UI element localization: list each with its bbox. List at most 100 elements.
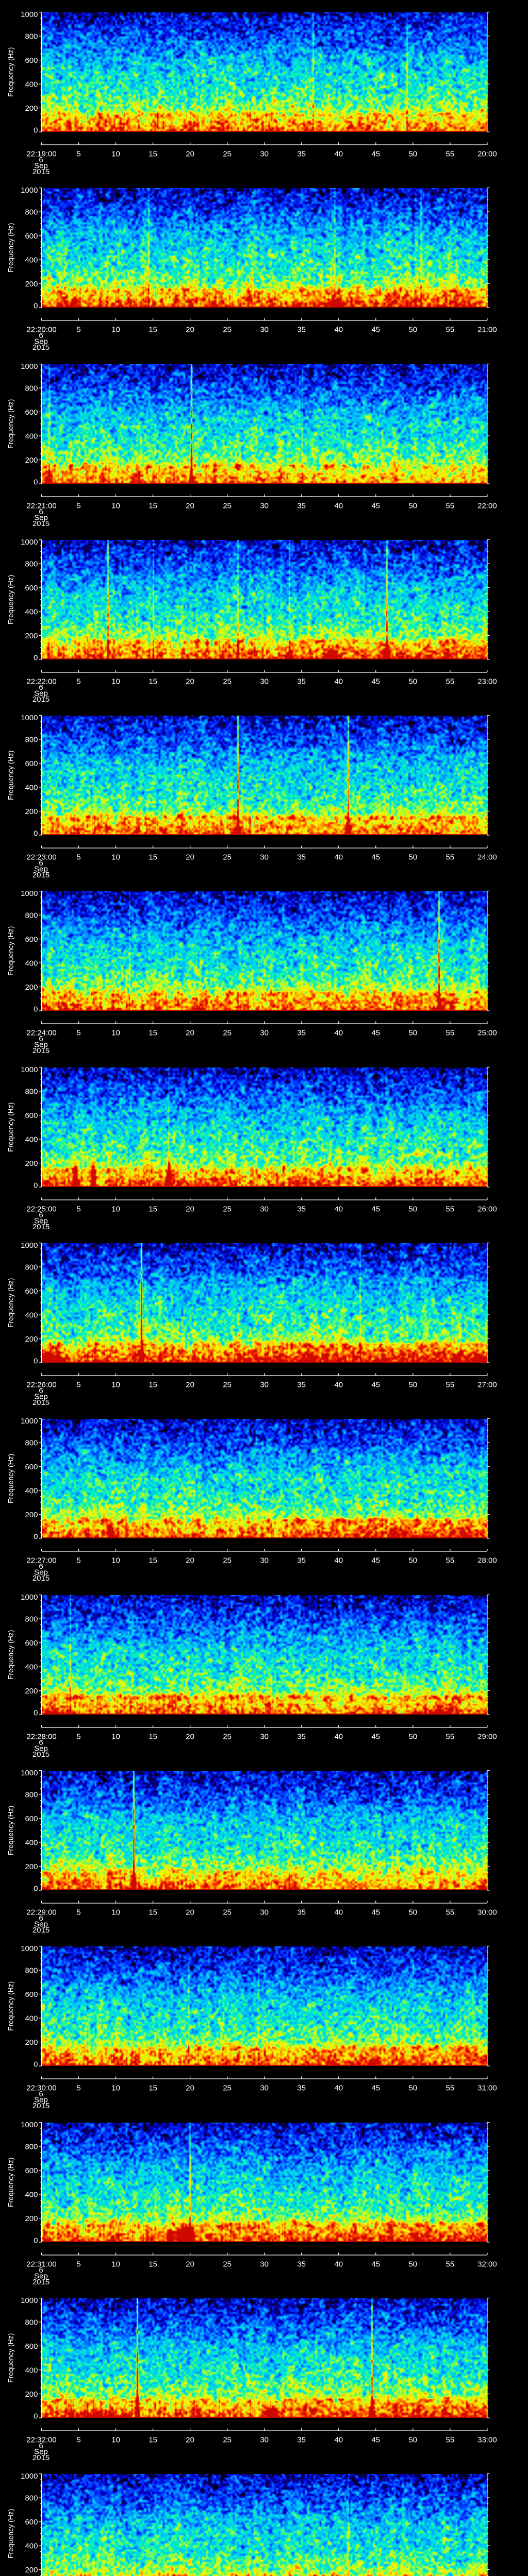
svg-text:400: 400 — [25, 2541, 38, 2550]
svg-text:1000: 1000 — [21, 2472, 38, 2481]
svg-text:20: 20 — [186, 501, 194, 510]
svg-text:1000: 1000 — [21, 889, 38, 898]
svg-text:800: 800 — [25, 1263, 38, 1272]
svg-text:6: 6 — [39, 1914, 43, 1923]
svg-text:1000: 1000 — [21, 714, 38, 722]
svg-text:Frequency (Hz): Frequency (Hz) — [7, 1981, 15, 2031]
svg-text:35: 35 — [297, 325, 306, 334]
svg-text:20:00: 20:00 — [477, 149, 497, 158]
svg-text:800: 800 — [25, 560, 38, 568]
svg-text:2015: 2015 — [32, 1398, 50, 1406]
svg-text:55: 55 — [446, 325, 455, 334]
svg-text:35: 35 — [297, 1205, 306, 1213]
svg-text:50: 50 — [408, 2435, 417, 2444]
svg-text:6: 6 — [39, 2090, 43, 2098]
svg-text:6: 6 — [39, 331, 43, 340]
svg-text:50: 50 — [408, 2083, 417, 2092]
svg-text:45: 45 — [371, 501, 380, 510]
svg-text:15: 15 — [148, 1028, 157, 1037]
svg-text:40: 40 — [334, 677, 343, 686]
svg-text:26:00: 26:00 — [477, 1205, 497, 1213]
svg-text:22:23:00: 22:23:00 — [26, 853, 56, 861]
svg-text:55: 55 — [446, 501, 455, 510]
svg-text:30: 30 — [260, 2260, 269, 2268]
svg-text:2015: 2015 — [32, 1750, 50, 1758]
svg-text:20: 20 — [186, 2083, 194, 2092]
svg-text:50: 50 — [408, 1732, 417, 1741]
svg-text:50: 50 — [408, 1908, 417, 1917]
svg-text:50: 50 — [408, 1380, 417, 1389]
svg-text:10: 10 — [111, 1732, 120, 1741]
svg-text:2015: 2015 — [32, 2453, 50, 2462]
svg-text:40: 40 — [334, 2083, 343, 2092]
svg-text:400: 400 — [25, 1311, 38, 1319]
svg-text:22:30:00: 22:30:00 — [26, 2083, 56, 2092]
svg-text:55: 55 — [446, 2083, 455, 2092]
svg-text:6: 6 — [39, 2442, 43, 2450]
svg-text:40: 40 — [334, 1908, 343, 1917]
svg-text:25: 25 — [223, 677, 232, 686]
svg-text:2015: 2015 — [32, 1574, 50, 1582]
svg-text:Sep: Sep — [34, 337, 48, 346]
svg-text:Frequency (Hz): Frequency (Hz) — [7, 2158, 15, 2207]
svg-text:15: 15 — [148, 1205, 157, 1213]
svg-text:10: 10 — [111, 1205, 120, 1213]
svg-text:200: 200 — [25, 1687, 38, 1696]
svg-text:10: 10 — [111, 1908, 120, 1917]
svg-text:40: 40 — [334, 1556, 343, 1565]
svg-text:Frequency (Hz): Frequency (Hz) — [7, 1454, 15, 1503]
svg-text:400: 400 — [25, 607, 38, 616]
svg-text:40: 40 — [334, 2435, 343, 2444]
svg-text:1000: 1000 — [21, 186, 38, 195]
svg-text:10: 10 — [111, 2083, 120, 2092]
svg-text:15: 15 — [148, 1380, 157, 1389]
svg-text:15: 15 — [148, 677, 157, 686]
svg-text:30: 30 — [260, 1556, 269, 1565]
svg-text:5: 5 — [76, 853, 80, 861]
svg-text:50: 50 — [408, 149, 417, 158]
svg-text:6: 6 — [39, 1035, 43, 1043]
svg-text:Sep: Sep — [34, 162, 48, 171]
svg-text:40: 40 — [334, 1028, 343, 1037]
svg-text:40: 40 — [334, 149, 343, 158]
svg-text:1000: 1000 — [21, 1241, 38, 1250]
svg-text:Sep: Sep — [34, 1568, 48, 1577]
svg-text:15: 15 — [148, 501, 157, 510]
svg-text:Sep: Sep — [34, 865, 48, 874]
svg-text:55: 55 — [446, 853, 455, 861]
svg-text:20: 20 — [186, 1908, 194, 1917]
svg-text:40: 40 — [334, 1732, 343, 1741]
svg-text:50: 50 — [408, 501, 417, 510]
svg-text:45: 45 — [371, 1556, 380, 1565]
svg-text:15: 15 — [148, 2435, 157, 2444]
svg-text:Sep: Sep — [34, 1217, 48, 1226]
svg-text:30: 30 — [260, 325, 269, 334]
svg-text:50: 50 — [408, 2260, 417, 2268]
svg-text:6: 6 — [39, 683, 43, 692]
svg-text:20: 20 — [186, 853, 194, 861]
svg-text:Frequency (Hz): Frequency (Hz) — [7, 2509, 15, 2558]
svg-text:600: 600 — [25, 1990, 38, 1999]
svg-text:30: 30 — [260, 149, 269, 158]
svg-text:55: 55 — [446, 677, 455, 686]
svg-text:40: 40 — [334, 325, 343, 334]
svg-text:10: 10 — [111, 149, 120, 158]
svg-text:5: 5 — [76, 1908, 80, 1917]
svg-text:1000: 1000 — [21, 10, 38, 19]
svg-text:30: 30 — [260, 1380, 269, 1389]
svg-text:30: 30 — [260, 1028, 269, 1037]
svg-text:1000: 1000 — [21, 2296, 38, 2305]
svg-text:35: 35 — [297, 677, 306, 686]
svg-text:35: 35 — [297, 1556, 306, 1565]
svg-text:2015: 2015 — [32, 695, 50, 703]
svg-text:45: 45 — [371, 1732, 380, 1741]
svg-text:0: 0 — [34, 1357, 38, 1365]
svg-text:20: 20 — [186, 1028, 194, 1037]
svg-text:1000: 1000 — [21, 1417, 38, 1426]
svg-text:35: 35 — [297, 1380, 306, 1389]
svg-text:1000: 1000 — [21, 538, 38, 547]
svg-text:40: 40 — [334, 2260, 343, 2268]
svg-text:35: 35 — [297, 2083, 306, 2092]
svg-text:50: 50 — [408, 677, 417, 686]
svg-text:55: 55 — [446, 2435, 455, 2444]
